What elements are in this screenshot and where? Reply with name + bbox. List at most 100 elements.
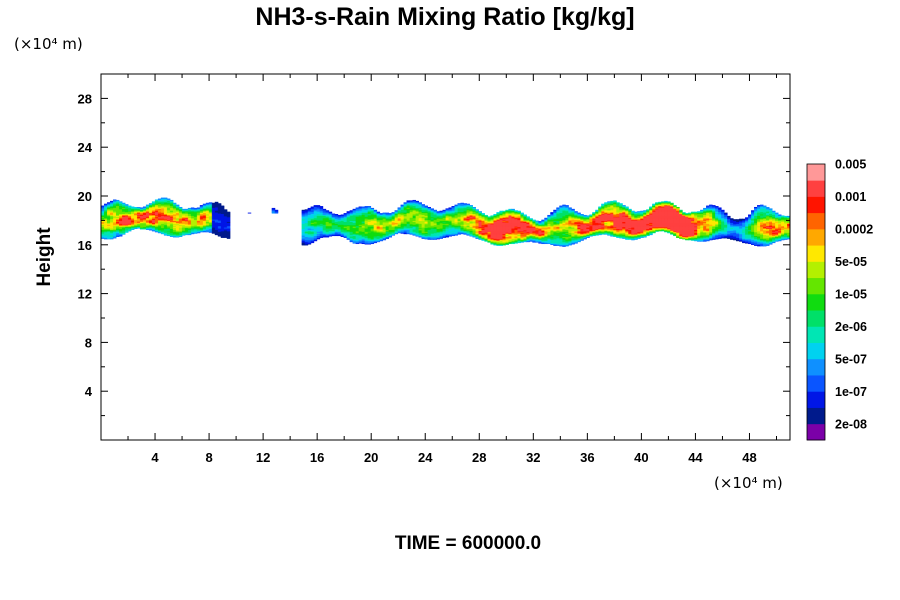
field-cell	[520, 238, 524, 240]
field-cell	[766, 235, 770, 237]
field-cell	[712, 238, 716, 240]
field-cell	[535, 230, 539, 232]
field-cell	[766, 244, 770, 246]
field-cell	[433, 236, 437, 237]
field-cell	[541, 237, 545, 239]
field-cell	[706, 238, 710, 240]
field-cell	[376, 236, 381, 238]
field-cell	[463, 230, 467, 232]
field-cell	[370, 243, 375, 245]
field-cell	[334, 232, 339, 234]
field-cell	[727, 237, 731, 238]
field-cell	[643, 233, 647, 235]
field-cell	[754, 236, 758, 238]
field-cell	[538, 237, 542, 238]
field-cell	[757, 241, 761, 243]
field-cell	[373, 237, 378, 239]
field-cell	[397, 231, 402, 233]
field-cell	[610, 233, 614, 235]
field-cell	[367, 236, 372, 238]
field-cell	[649, 232, 653, 234]
field-cell	[379, 237, 384, 239]
field-cell	[568, 232, 572, 234]
field-cell	[430, 237, 434, 238]
field-cell	[700, 232, 704, 234]
field-cell	[784, 237, 788, 239]
field-cell	[511, 234, 515, 236]
field-cell	[757, 242, 761, 244]
field-cell	[505, 234, 509, 236]
field-cell	[727, 232, 731, 234]
field-cell	[721, 231, 725, 233]
field-cell	[379, 236, 384, 238]
field-cell	[751, 236, 755, 238]
field-cell	[745, 230, 749, 232]
field-cell	[535, 231, 539, 233]
field-cell	[490, 237, 494, 239]
field-cell	[757, 237, 761, 239]
field-cell	[193, 231, 198, 233]
field-cell	[496, 243, 500, 245]
field-cell	[718, 234, 722, 236]
field-cell	[748, 236, 752, 238]
field-cell	[619, 232, 623, 234]
field-cell	[325, 234, 330, 236]
field-cell	[682, 230, 686, 232]
field-cell	[565, 242, 569, 244]
field-cell	[574, 235, 578, 237]
field-cell	[706, 235, 710, 237]
field-cell	[178, 235, 183, 237]
field-cell	[580, 232, 584, 234]
field-cell	[685, 234, 689, 236]
field-cell	[184, 234, 189, 236]
field-cell	[385, 230, 390, 232]
field-cell	[460, 232, 464, 234]
field-cell	[112, 232, 117, 234]
field-cell	[583, 236, 587, 237]
field-cell	[757, 232, 761, 234]
field-cell	[724, 232, 728, 234]
field-cell	[763, 242, 767, 244]
field-cell	[403, 232, 408, 234]
field-cell	[712, 232, 716, 234]
field-cell	[703, 237, 707, 239]
field-cell	[307, 243, 312, 245]
field-cell	[553, 237, 557, 239]
field-cell	[544, 240, 548, 242]
field-cell	[349, 230, 354, 232]
field-cell	[709, 235, 713, 237]
field-cell	[763, 233, 767, 235]
field-cell	[724, 233, 728, 235]
field-cell	[415, 234, 419, 236]
field-cell	[553, 235, 557, 237]
field-cell	[499, 240, 503, 242]
field-cell	[619, 233, 623, 235]
field-cell	[733, 236, 737, 237]
field-cell	[355, 238, 360, 240]
field-cell	[340, 235, 345, 237]
field-cell	[106, 237, 111, 239]
field-cell	[484, 238, 488, 240]
field-cell	[487, 236, 491, 237]
field-cell	[634, 237, 638, 239]
field-cell	[409, 233, 413, 235]
field-cell	[163, 231, 168, 233]
field-cell	[550, 236, 554, 237]
field-cell	[760, 242, 764, 244]
field-cell	[757, 236, 761, 237]
field-cell	[565, 230, 569, 232]
field-cell	[508, 232, 512, 234]
field-cell	[496, 237, 500, 238]
field-cell	[670, 232, 674, 234]
field-cell	[346, 236, 351, 238]
field-cell	[643, 231, 647, 233]
field-cell	[508, 230, 512, 232]
field-cell	[784, 235, 788, 237]
field-cell	[703, 233, 707, 235]
field-cell	[103, 232, 108, 234]
field-cell	[559, 237, 563, 238]
field-cell	[196, 232, 201, 234]
field-cell	[487, 239, 491, 241]
field-cell	[682, 238, 686, 240]
field-cell	[445, 236, 449, 238]
